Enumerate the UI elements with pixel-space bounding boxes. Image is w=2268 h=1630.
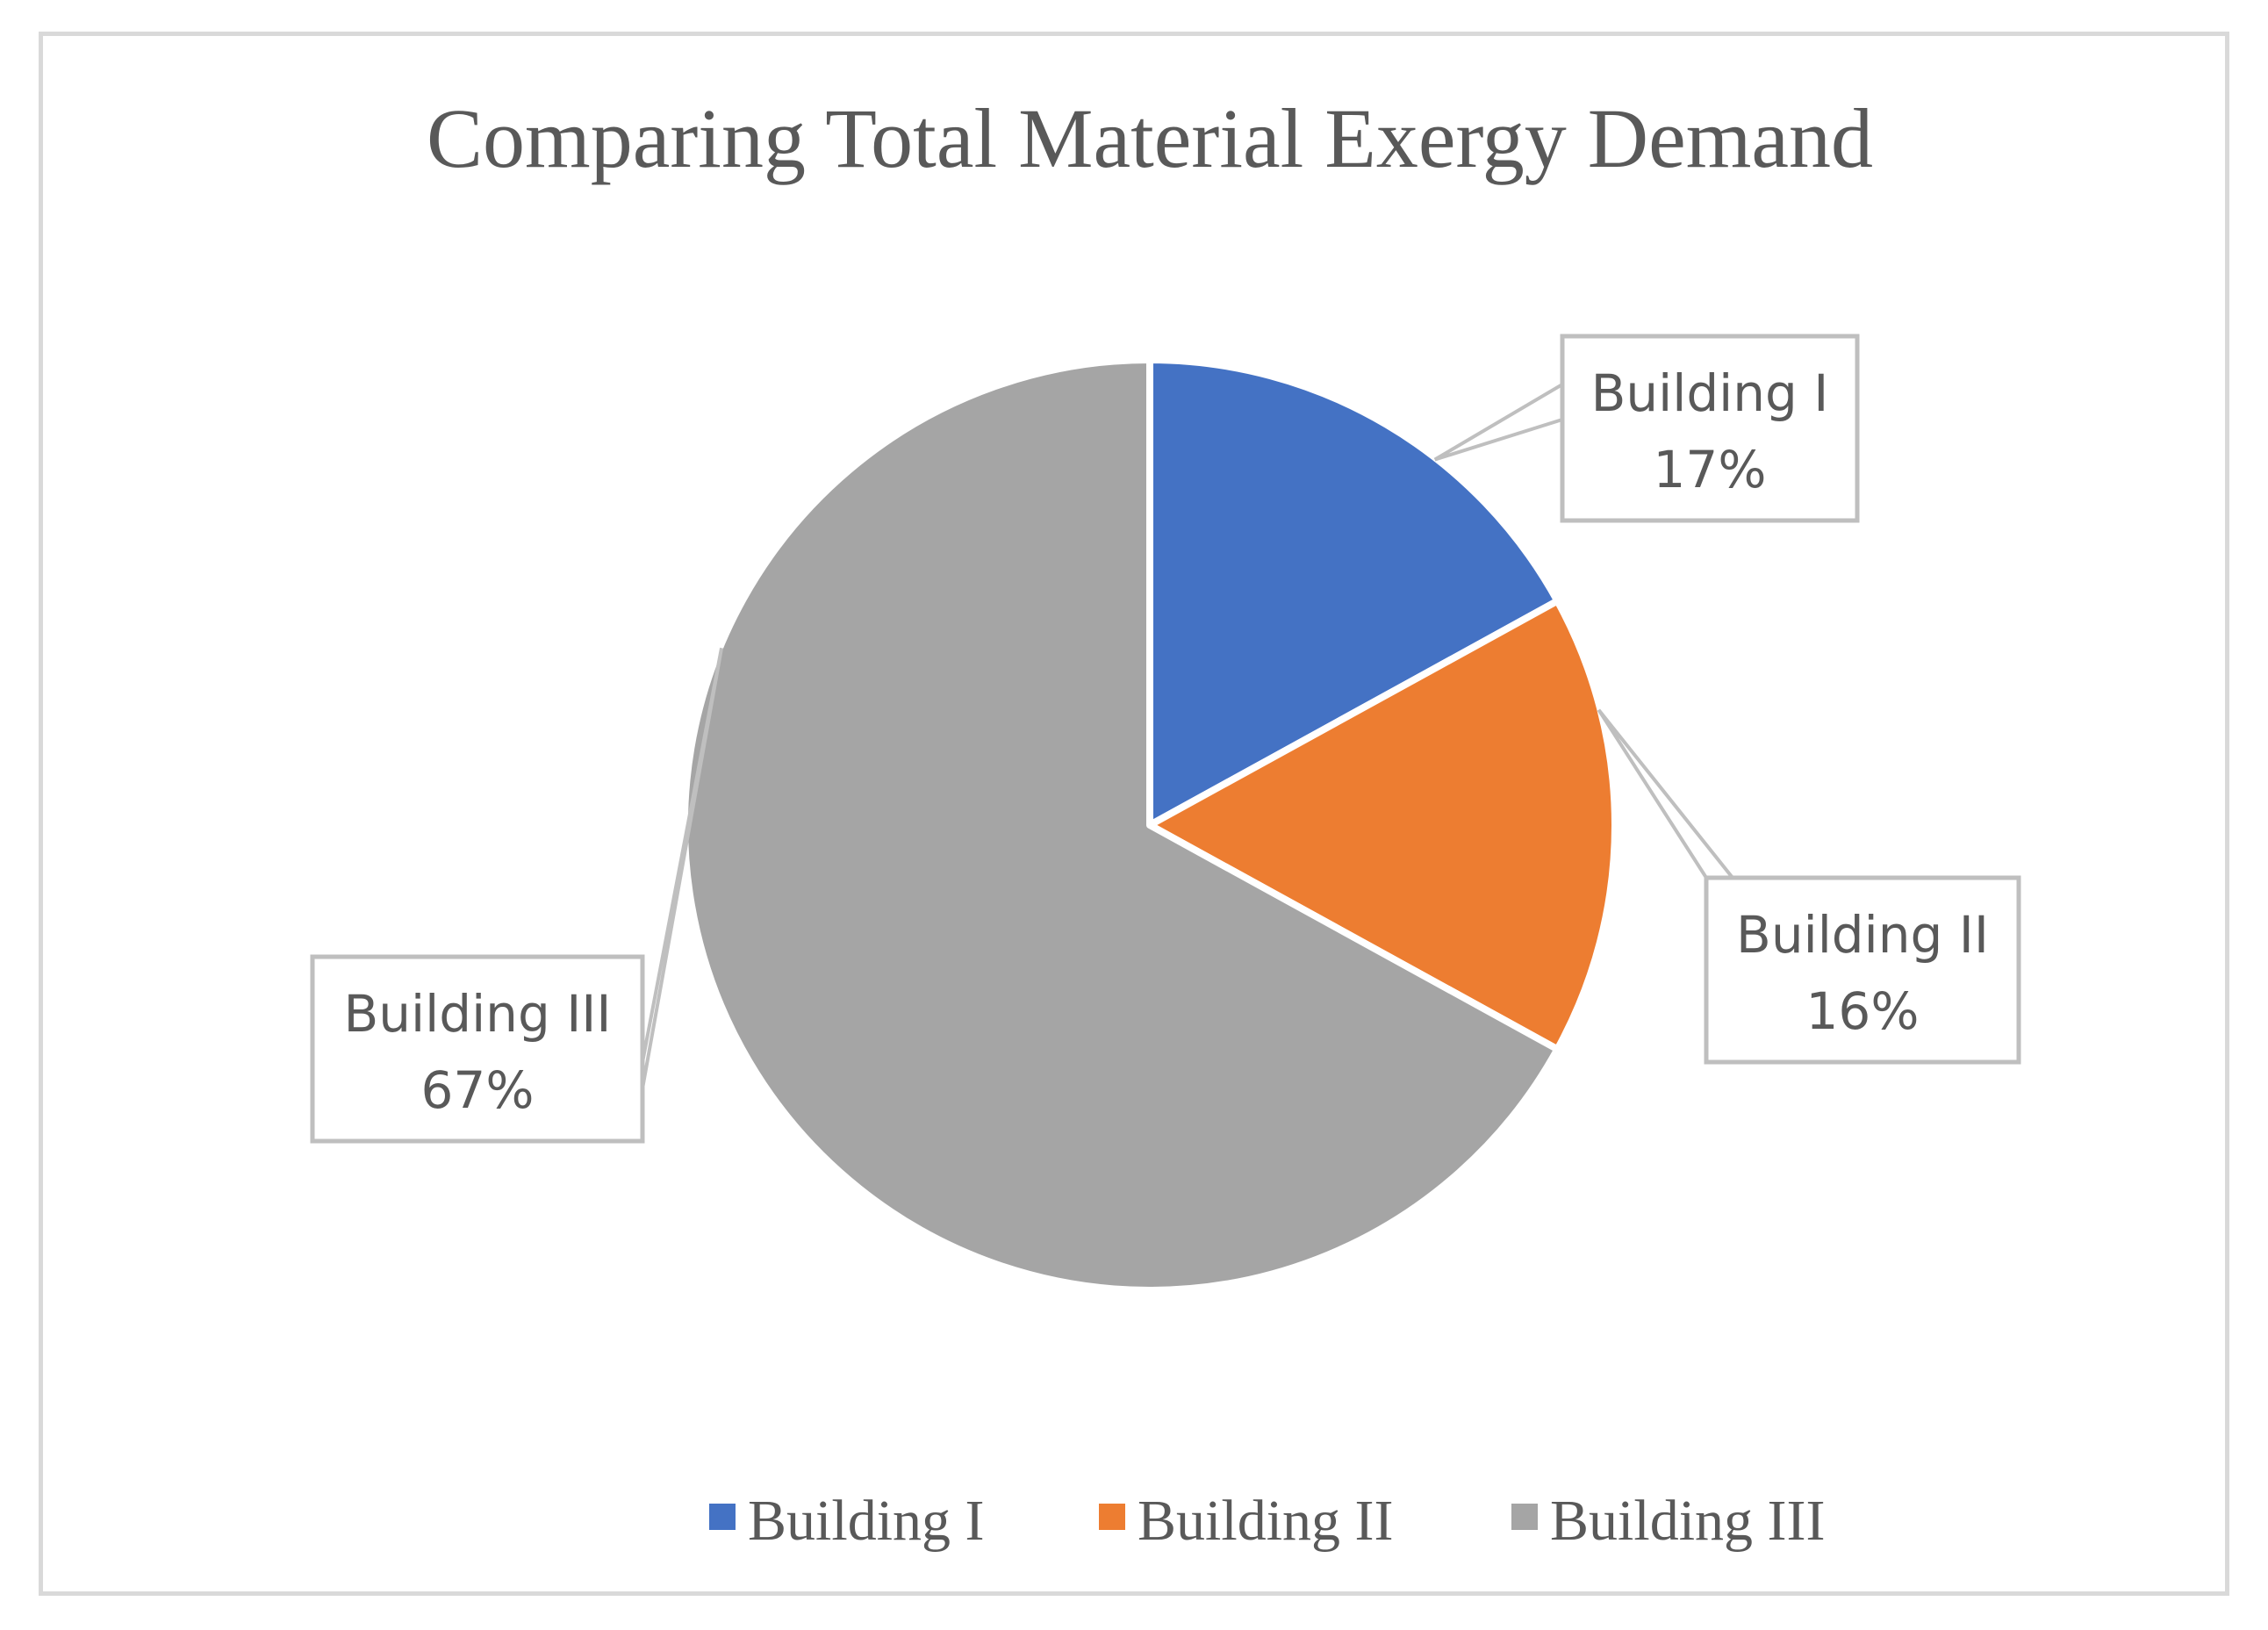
callout-box-building-i xyxy=(1560,334,1860,523)
chart-title: Comparing Total Material Exergy Demand xyxy=(427,91,1873,185)
callout-labels: Building I 17% Building II 16% Building III 6… xyxy=(310,334,2021,1144)
legend-label-building-ii: Building II xyxy=(1138,1489,1394,1553)
legend-label-building-i: Building I xyxy=(748,1489,985,1553)
callout-percent-building-iii: 67% xyxy=(421,1060,535,1120)
pie-slice-building-i xyxy=(1146,356,1561,829)
legend-swatch-building-iii xyxy=(1511,1504,1538,1530)
callout-category-building-iii: Building III xyxy=(343,984,611,1044)
callout-percent-building-ii: 16% xyxy=(1806,981,1920,1041)
pie-slice-building-iii xyxy=(681,356,1561,1294)
legend: Building I Building II Building III xyxy=(709,1489,1825,1553)
callout-box-building-iii xyxy=(310,954,645,1144)
callout-box-building-ii xyxy=(1704,875,2021,1065)
callout-category-building-ii: Building II xyxy=(1736,905,1989,965)
legend-swatch-building-ii xyxy=(1099,1504,1125,1530)
callout-percent-building-i: 17% xyxy=(1654,440,1767,499)
leader-line-building-i xyxy=(1433,381,1564,462)
pie-slices xyxy=(681,356,1618,1294)
pie-slice-building-ii xyxy=(1146,597,1618,1053)
callout-category-building-i: Building I xyxy=(1591,363,1829,423)
legend-swatch-building-i xyxy=(709,1504,736,1530)
legend-label-building-iii: Building III xyxy=(1550,1489,1825,1553)
leader-line-building-ii xyxy=(1597,708,1737,880)
